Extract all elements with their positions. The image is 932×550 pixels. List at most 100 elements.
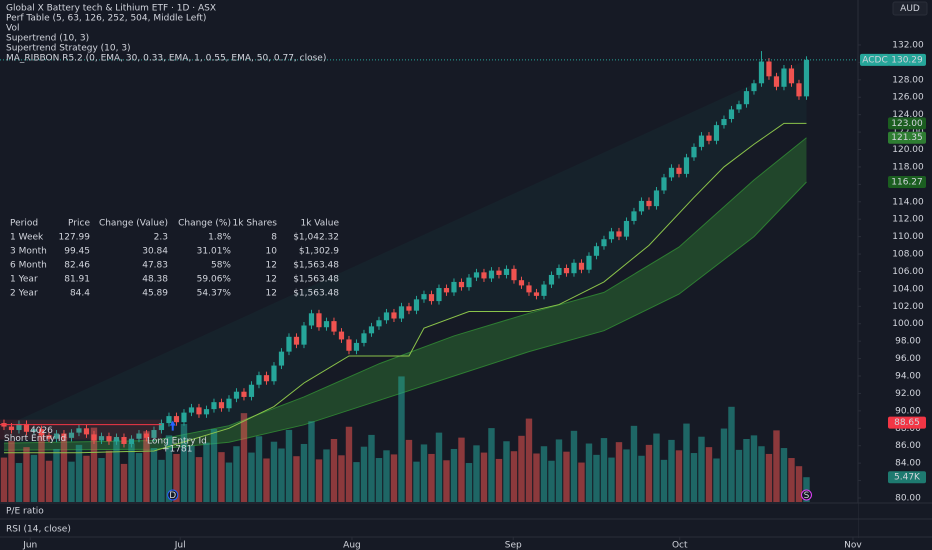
y-tick-label: 94.00 (895, 372, 921, 382)
candle-body (278, 351, 285, 366)
ribbon-fill (3, 137, 807, 451)
table-cell: 58% (211, 261, 231, 271)
table-cell: $1,563.48 (293, 261, 339, 271)
currency-button[interactable] (892, 1, 928, 16)
y-tick-label: 88.00 (895, 424, 921, 434)
table-cell: 1 Year (10, 275, 38, 285)
candle-body (796, 83, 802, 97)
table-cell: 47.83 (142, 261, 168, 271)
candle-body (346, 339, 352, 351)
candle-body (368, 326, 375, 334)
volume-bar (143, 431, 150, 502)
volume-bar (488, 428, 495, 502)
volume-bar (105, 450, 113, 502)
volume-bar (495, 458, 503, 502)
volume-bar (788, 458, 795, 502)
pane-label: P/E ratio (6, 507, 44, 517)
volume-bar (180, 424, 188, 502)
volume-bar (660, 459, 668, 502)
volume-bar (218, 452, 225, 502)
volume-bar (308, 421, 315, 502)
candle-body (601, 239, 607, 247)
volume-bar (458, 437, 465, 502)
candle-body (503, 268, 510, 275)
candle-body (293, 336, 300, 345)
indicator-label: Supertrend (10, 3) (6, 34, 89, 44)
candle-body (46, 435, 52, 439)
candle-body (241, 391, 247, 397)
volume-bar (323, 449, 330, 502)
candle-body (173, 416, 180, 423)
table-cell: 8 (271, 233, 277, 243)
candle-body (106, 436, 112, 442)
candle-body (398, 306, 405, 319)
candle-body (406, 306, 412, 311)
table-cell: 99.45 (64, 247, 90, 257)
volume-bar (503, 441, 510, 502)
candle-layer (1, 51, 810, 448)
candle-body (286, 336, 292, 352)
candle-body (698, 135, 705, 147)
candle-body (68, 432, 75, 438)
candle-body (233, 391, 240, 399)
ribbon-upper (3, 137, 807, 444)
volume-bar (195, 457, 203, 502)
candle-body (496, 270, 502, 275)
y-tick-label: 98.00 (895, 337, 921, 347)
volume-bar (563, 451, 570, 502)
candle-body (301, 325, 307, 345)
candle-body (151, 430, 157, 438)
candle-body (308, 313, 315, 326)
price-label-box (888, 416, 926, 429)
table-cell: 12 (266, 261, 277, 271)
volume-bar (720, 428, 728, 502)
y-tick-label: 112.00 (892, 215, 924, 225)
symbol-label: ACDC (862, 55, 888, 65)
volume-bar (600, 438, 608, 502)
candle-body (556, 267, 562, 275)
candle-body (436, 288, 442, 302)
volume-bar (330, 438, 338, 502)
price-label-box (888, 175, 926, 188)
table-header: Period (10, 219, 38, 229)
candle-body (623, 220, 630, 237)
volume-bar (510, 451, 518, 502)
candle-body (121, 437, 127, 444)
supertrend-layer (3, 59, 807, 454)
candle-body (593, 246, 600, 256)
indicator-label: MA_RIBBON R5.2 (0, EMA, 30, 0.33, EMA, 1… (6, 54, 326, 64)
y-tick-label: 106.00 (892, 267, 924, 277)
volume-bar (675, 450, 683, 502)
volume-bar (750, 435, 758, 502)
y-tick-label: 96.00 (895, 354, 921, 364)
candle-body (421, 294, 427, 300)
volume-bar (300, 443, 308, 502)
volume-bar (795, 466, 803, 502)
table-cell: 2 Year (10, 289, 38, 299)
volume-bar (255, 436, 263, 502)
volume-bar (698, 436, 705, 502)
candle-body (788, 68, 795, 84)
event-marker-label: D (169, 491, 176, 501)
candle-body (31, 429, 37, 432)
candle-body (706, 135, 712, 141)
volume-bar (428, 453, 435, 502)
volume-bar (345, 426, 353, 502)
volume-bar (578, 462, 585, 502)
candle-body (466, 277, 472, 288)
volume-bar (383, 450, 390, 502)
volume-bar (83, 455, 90, 502)
volume-bar (420, 444, 428, 502)
volume-bar (398, 376, 405, 502)
candle-body (391, 312, 397, 319)
volume-bar (360, 446, 368, 502)
volume-bar (480, 452, 488, 502)
volume-bar (668, 439, 675, 502)
volume-layer (0, 376, 810, 502)
candle-body (661, 177, 667, 191)
candle-body (728, 109, 735, 120)
price-label-box (888, 117, 926, 130)
y-tick-label: 90.00 (895, 406, 921, 416)
candle-body (16, 423, 22, 431)
volume-bar (188, 445, 195, 502)
